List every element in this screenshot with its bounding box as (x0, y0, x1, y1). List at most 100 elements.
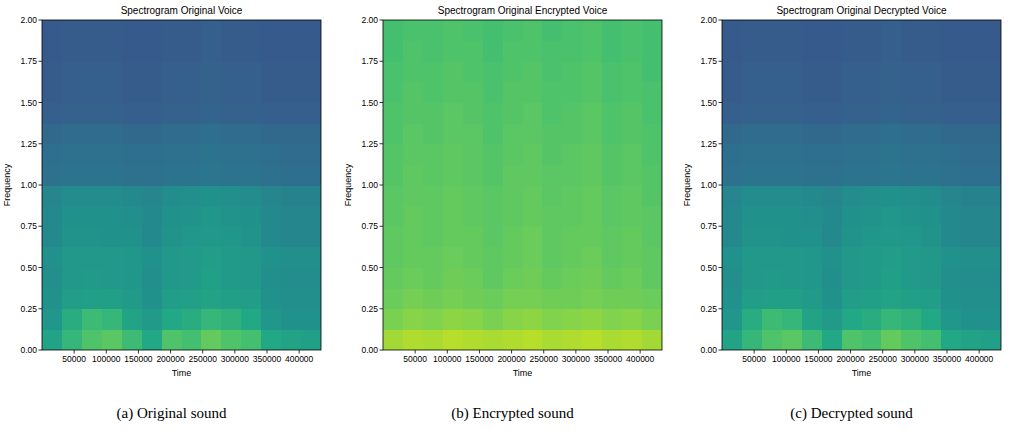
cell (542, 329, 563, 350)
cell (622, 226, 643, 247)
cell (921, 247, 942, 268)
cell (503, 226, 524, 247)
cell (42, 82, 63, 103)
cell (762, 41, 783, 62)
cell (822, 288, 843, 309)
cell (443, 123, 464, 144)
y-tick-label: 1.00 (20, 180, 37, 190)
cell (463, 164, 484, 185)
cell (162, 185, 183, 206)
cell (42, 309, 63, 330)
cell (782, 20, 803, 41)
cell (281, 268, 302, 289)
cell (62, 206, 83, 227)
cell (281, 20, 302, 41)
cell (782, 185, 803, 206)
cell (301, 206, 321, 227)
cell (562, 164, 583, 185)
cell (622, 268, 643, 289)
cell (523, 61, 544, 82)
cell (941, 268, 962, 289)
cell (901, 226, 922, 247)
cell (142, 123, 163, 144)
cell (201, 144, 222, 165)
cell (642, 20, 662, 41)
cell (941, 247, 962, 268)
cell (42, 164, 63, 185)
cell (162, 82, 183, 103)
cell (881, 288, 902, 309)
cell (961, 329, 982, 350)
x-tick-label: 100000 (772, 354, 801, 364)
panel-title: Spectrogram Original Encrypted Voice (438, 5, 608, 16)
cell (961, 103, 982, 124)
cell (142, 103, 163, 124)
cell (383, 329, 404, 350)
cell (822, 164, 843, 185)
cell (562, 103, 583, 124)
cell (443, 268, 464, 289)
cell (42, 226, 63, 247)
cell (742, 164, 763, 185)
cell (42, 123, 63, 144)
cell (722, 144, 743, 165)
panel-title: Spectrogram Original Decrypted Voice (776, 5, 947, 16)
cell (403, 247, 424, 268)
cell (941, 164, 962, 185)
x-tick (138, 350, 139, 354)
y-tick-label: 0.75 (20, 221, 37, 231)
cell (742, 329, 763, 350)
x-tick (202, 350, 203, 354)
cell (523, 226, 544, 247)
cell (941, 309, 962, 330)
cell (921, 123, 942, 144)
cell (582, 309, 603, 330)
cell (281, 61, 302, 82)
cell (201, 268, 222, 289)
cell (582, 247, 603, 268)
cell (722, 288, 743, 309)
x-tick (511, 350, 512, 354)
y-tick-label: 0.75 (361, 221, 378, 231)
cell (221, 329, 242, 350)
cell (722, 20, 743, 41)
cell (862, 226, 883, 247)
cell (862, 309, 883, 330)
cell (862, 185, 883, 206)
cell (483, 82, 504, 103)
cell (842, 20, 863, 41)
cell (562, 247, 583, 268)
cell (921, 164, 942, 185)
cell (463, 144, 484, 165)
y-axis-title: Frequency (682, 163, 692, 206)
cell (221, 288, 242, 309)
cell (981, 288, 1001, 309)
cell (822, 185, 843, 206)
caption: (a) Original sound (117, 405, 227, 422)
cell (722, 103, 743, 124)
cell (423, 123, 444, 144)
cell (901, 185, 922, 206)
cell (182, 247, 203, 268)
cell (162, 206, 183, 227)
cell (961, 61, 982, 82)
cell (42, 20, 63, 41)
cell (221, 185, 242, 206)
x-tick (74, 350, 75, 354)
y-tick-label: 1.25 (361, 139, 378, 149)
cell (562, 288, 583, 309)
cell (981, 41, 1001, 62)
cell (403, 288, 424, 309)
cell (622, 103, 643, 124)
cell (182, 288, 203, 309)
x-tick-label: 400000 (626, 354, 655, 364)
cell (182, 206, 203, 227)
y-axis-title: Frequency (2, 163, 12, 206)
cell (162, 268, 183, 289)
y-tick (39, 308, 43, 309)
cell (901, 20, 922, 41)
cell (281, 288, 302, 309)
cell (162, 247, 183, 268)
x-tick-label: 350000 (594, 354, 623, 364)
cell (403, 206, 424, 227)
